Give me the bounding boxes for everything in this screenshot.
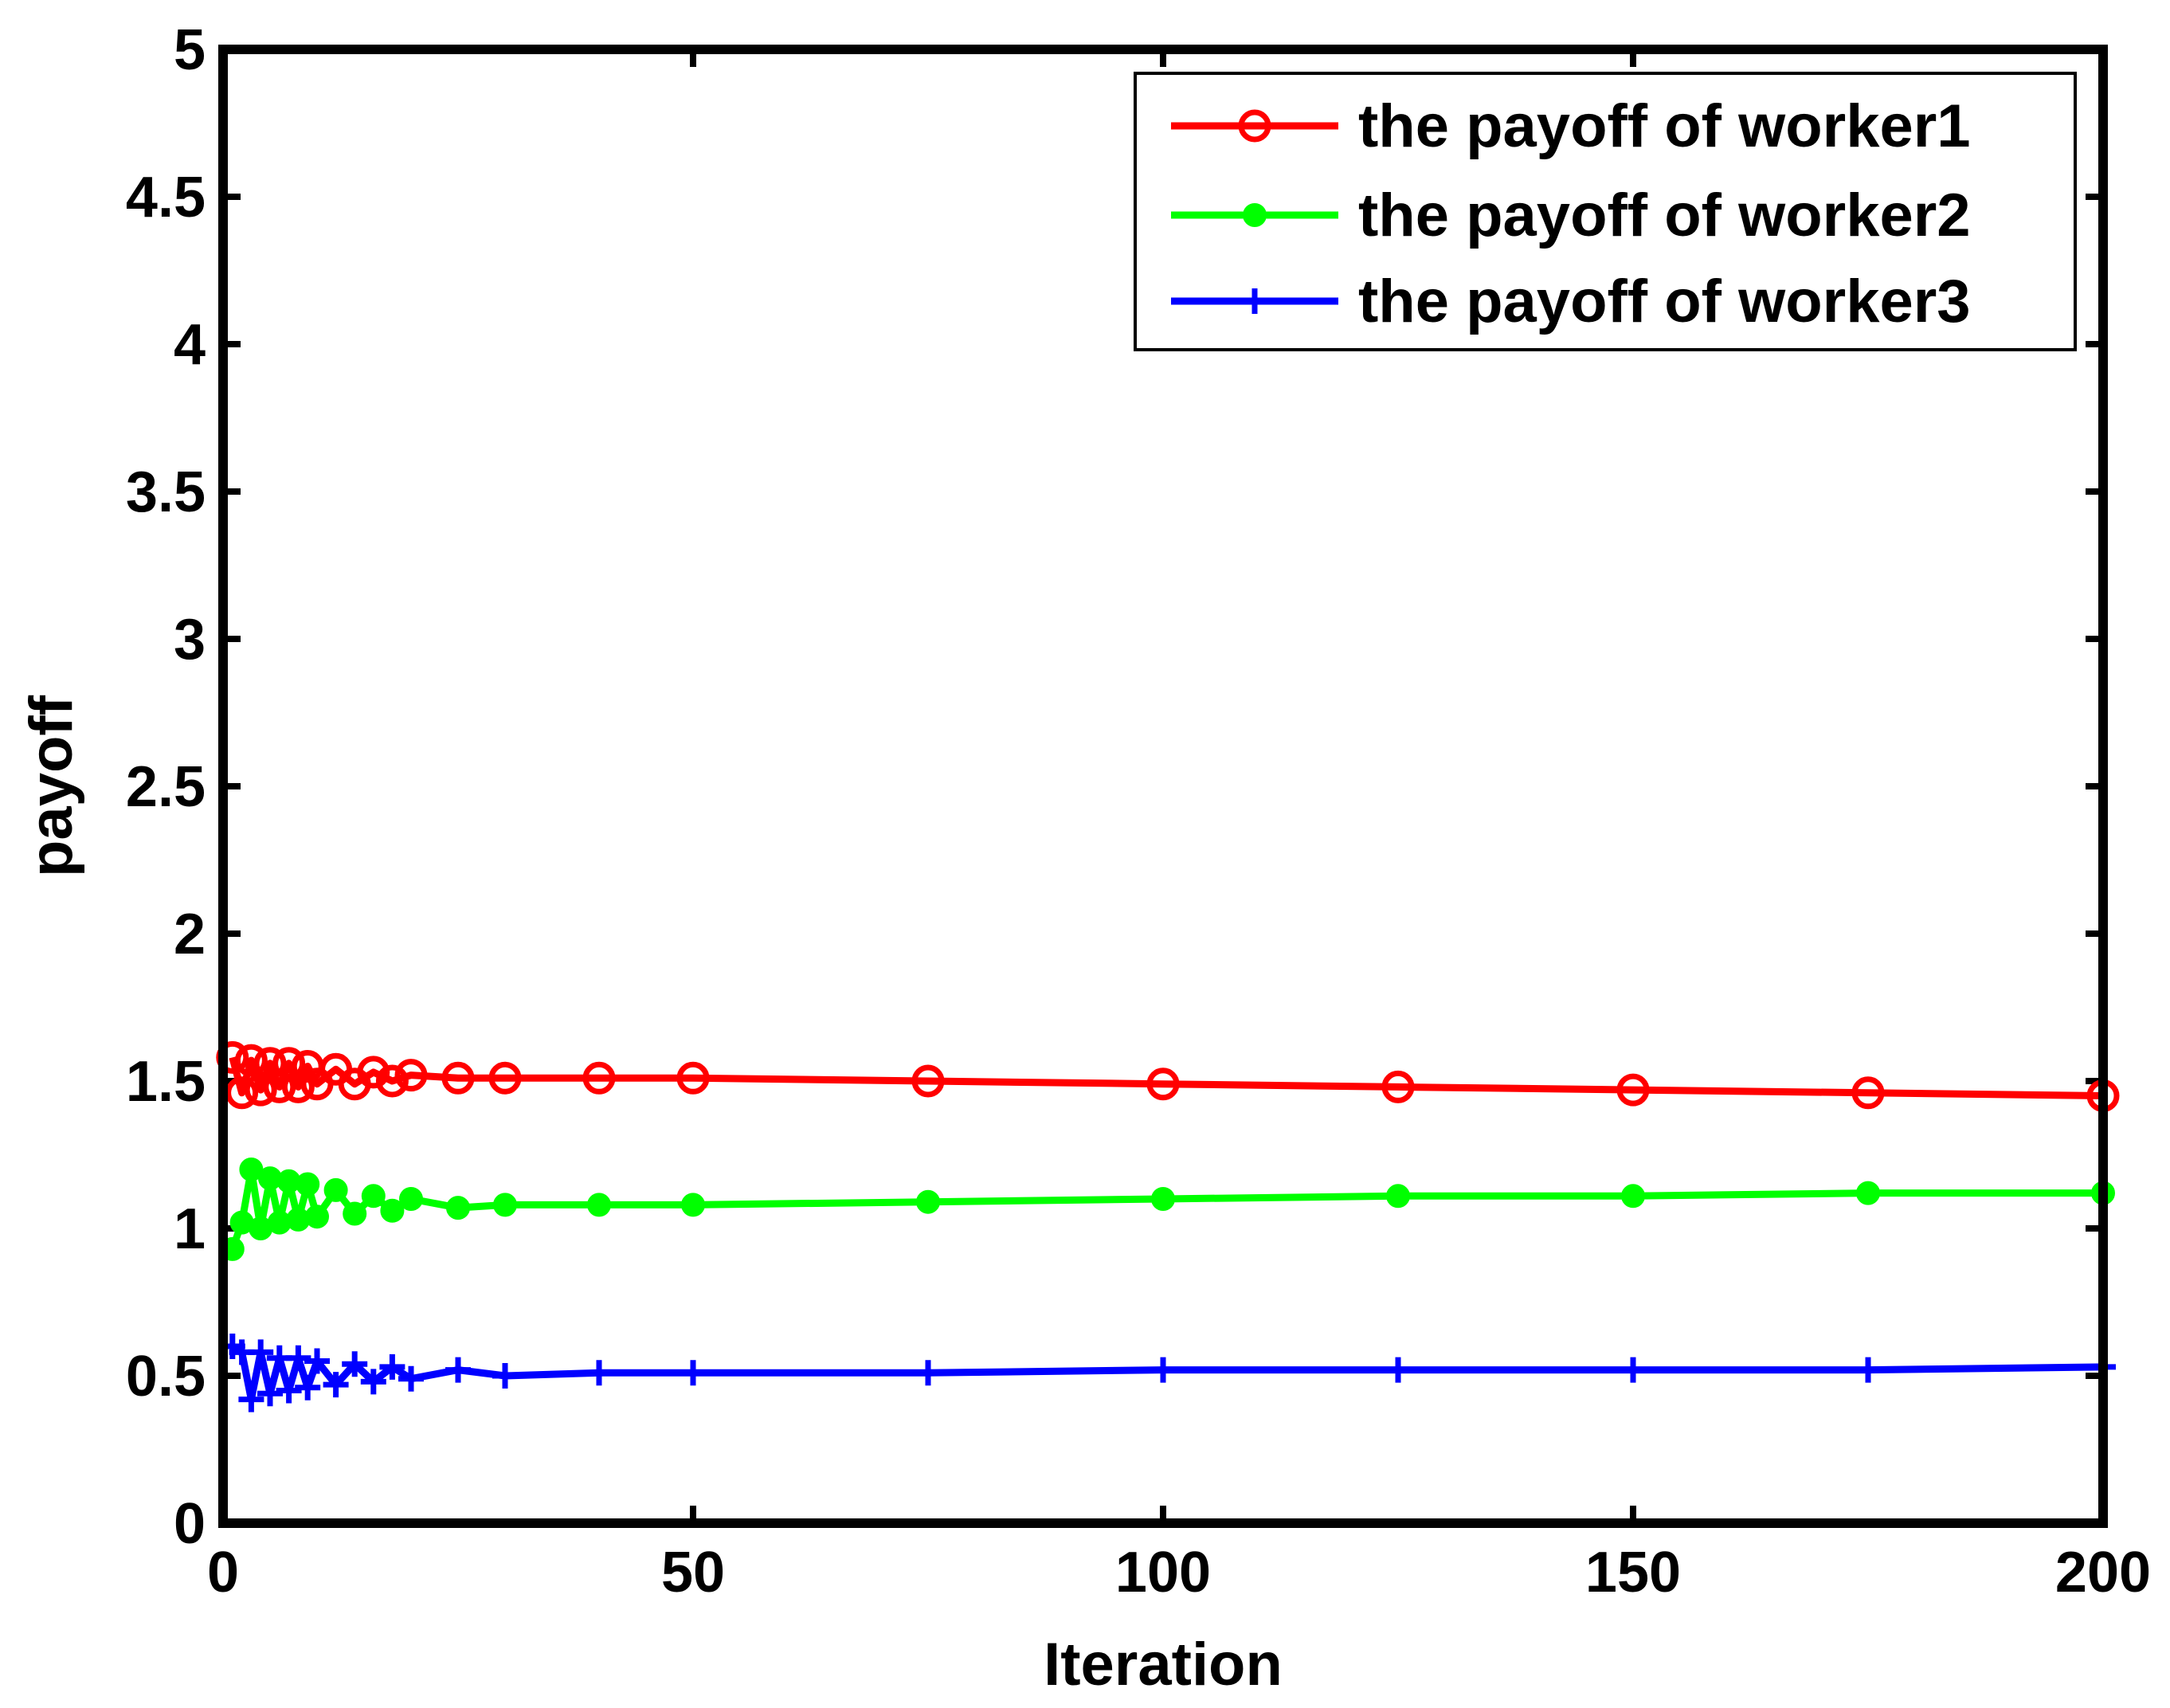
- legend-marker: [1242, 288, 1267, 314]
- data-point: [323, 1372, 349, 1398]
- data-point: [1856, 1181, 1880, 1205]
- data-point: [238, 1386, 264, 1412]
- data-point: [1616, 1073, 1650, 1107]
- data-point: [225, 1076, 259, 1110]
- data-point: [493, 1193, 517, 1217]
- data-point: [375, 1064, 409, 1098]
- data-point: [343, 1201, 367, 1226]
- data-point: [911, 1064, 945, 1098]
- x-axis-title: Iteration: [1044, 1631, 1283, 1698]
- x-tick-labels: 0 50 100 150 200: [207, 1541, 2151, 1604]
- data-point: [361, 1184, 386, 1209]
- data-point: [1151, 1187, 1175, 1211]
- y-axis-title: payoff: [18, 695, 85, 877]
- x-tick-label: 150: [1585, 1541, 1681, 1604]
- data-point: [1150, 1357, 1176, 1383]
- data-point: [681, 1193, 705, 1217]
- data-point: [492, 1363, 518, 1389]
- y-tick-label: 1: [174, 1197, 206, 1261]
- x-tick-label: 100: [1115, 1541, 1211, 1604]
- data-point: [296, 1172, 320, 1197]
- data-point: [586, 1360, 612, 1386]
- legend-label: the payoff of worker1: [1358, 92, 1971, 160]
- series-1: [216, 1040, 2120, 1112]
- y-tick-label: 3.5: [126, 460, 206, 524]
- data-point: [1620, 1357, 1646, 1383]
- data-point: [305, 1205, 329, 1229]
- legend-marker: [1238, 109, 1271, 143]
- data-point: [380, 1198, 405, 1223]
- x-tick-label: 200: [2055, 1541, 2151, 1604]
- data-point: [587, 1193, 611, 1217]
- y-tick-label: 4: [174, 313, 206, 377]
- data-point: [446, 1196, 470, 1220]
- data-point: [915, 1360, 941, 1386]
- data-point: [680, 1360, 706, 1386]
- data-point: [1386, 1184, 1410, 1209]
- y-tick-label: 3: [174, 608, 206, 672]
- y-tick-labels: 0 0.5 1 1.5 2 2.5 3 3.5 4 4.5 5: [126, 18, 206, 1556]
- data-point: [276, 1377, 302, 1404]
- x-tick-label: 0: [207, 1541, 239, 1604]
- data-point: [234, 1044, 268, 1077]
- data-point: [1381, 1070, 1415, 1103]
- data-point: [1855, 1357, 1881, 1383]
- data-point: [582, 1061, 616, 1095]
- data-point: [379, 1353, 405, 1380]
- data-point: [488, 1061, 522, 1095]
- axes-box: [218, 45, 2108, 1528]
- x-tick-label: 50: [661, 1541, 725, 1604]
- legend: the payoff of worker1 the payoff of worke…: [1134, 72, 2077, 351]
- data-point: [342, 1351, 368, 1377]
- legend-marker: [1243, 203, 1267, 227]
- data-point: [1851, 1076, 1885, 1110]
- series-3: [219, 1334, 2116, 1412]
- y-tick-label: 2.5: [126, 755, 206, 819]
- legend-item: the payoff of worker1: [1171, 92, 1971, 160]
- y-tick-label: 1.5: [126, 1050, 206, 1114]
- y-tick-label: 2: [174, 903, 206, 966]
- data-point: [916, 1189, 940, 1214]
- data-point: [1621, 1184, 1645, 1209]
- series-2: [220, 1158, 2115, 1261]
- series-line: [229, 1056, 2104, 1099]
- data-point: [360, 1369, 386, 1395]
- data-point: [394, 1059, 428, 1092]
- data-point: [676, 1061, 710, 1095]
- data-point: [398, 1365, 424, 1392]
- data-point: [323, 1177, 348, 1202]
- series-layer: [216, 1040, 2120, 1412]
- data-point: [1146, 1068, 1180, 1101]
- data-point: [257, 1381, 283, 1407]
- data-point: [357, 1056, 390, 1089]
- y-tick-label: 0.5: [126, 1345, 206, 1408]
- legend-label: the payoff of worker3: [1358, 268, 1971, 335]
- legend-item: the payoff of worker3: [1171, 268, 1971, 335]
- y-tick-label: 4.5: [126, 166, 206, 229]
- data-point: [445, 1357, 471, 1383]
- data-point: [1385, 1357, 1411, 1383]
- data-point: [441, 1061, 475, 1095]
- legend-item: the payoff of worker2: [1171, 182, 1971, 249]
- legend-label: the payoff of worker2: [1358, 182, 1971, 249]
- y-tick-label: 5: [174, 18, 206, 82]
- data-point: [295, 1374, 321, 1400]
- data-point: [399, 1187, 423, 1211]
- y-tick-label: 0: [174, 1492, 206, 1556]
- data-point: [304, 1348, 330, 1374]
- data-point: [248, 1339, 274, 1365]
- data-point: [285, 1345, 311, 1371]
